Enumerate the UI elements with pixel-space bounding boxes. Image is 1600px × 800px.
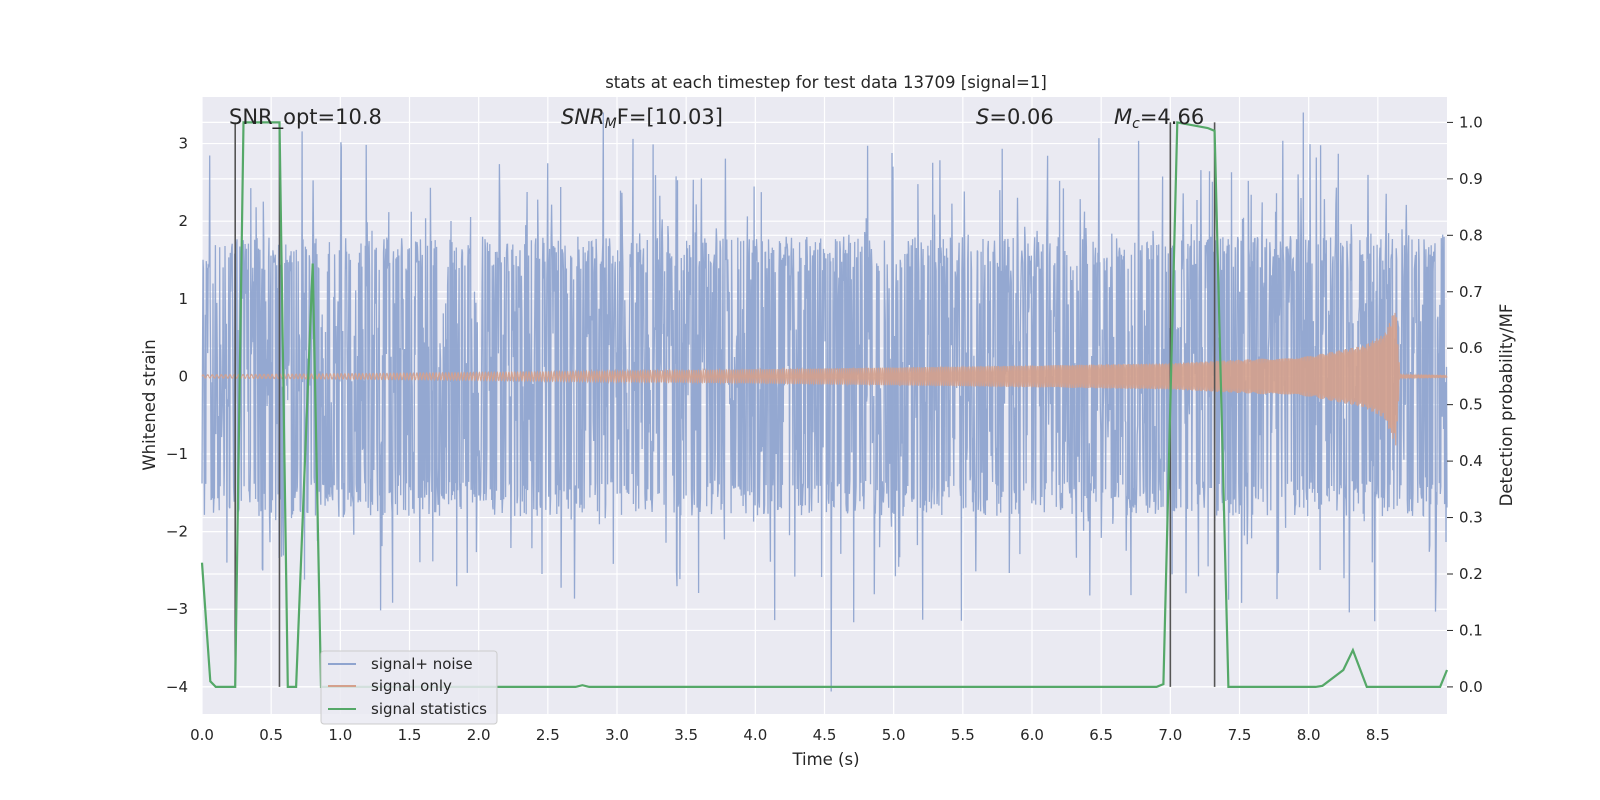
legend: signal+ noise signal only signal statist… bbox=[320, 650, 498, 725]
y-right-tick-label: 0.2 bbox=[1459, 565, 1483, 583]
y-right-tick-label: 1.0 bbox=[1459, 113, 1483, 131]
legend-label-signal-only: signal only bbox=[371, 677, 452, 695]
x-tick-label: 2.5 bbox=[536, 726, 560, 744]
annotation-mc-rest: =4.66 bbox=[1140, 105, 1204, 129]
series-signal-statistics bbox=[200, 121, 1449, 688]
y-left-axis-ticks: −4 −3 −2 −1 0 1 2 3 bbox=[166, 135, 188, 696]
x-tick-label: 8.5 bbox=[1366, 726, 1390, 744]
annotation-s: S=0.06 bbox=[976, 105, 1054, 129]
x-tick-label: 5.5 bbox=[951, 726, 975, 744]
y-left-tick-label: 2 bbox=[178, 212, 188, 230]
x-tick-label: 0.0 bbox=[190, 726, 214, 744]
x-tick-label: 7.0 bbox=[1158, 726, 1182, 744]
y-right-tick-label: 0.6 bbox=[1459, 339, 1483, 357]
y-right-tick-label: 0.5 bbox=[1459, 396, 1483, 414]
x-axis-label: Time (s) bbox=[791, 750, 859, 769]
y-left-axis-label: Whitened strain bbox=[140, 339, 159, 470]
chart-title: stats at each timestep for test data 137… bbox=[605, 73, 1047, 92]
y-right-axis-ticks: 0.0 0.1 0.2 0.3 0.4 0.5 0.6 0.7 0.8 0.9 1.0 bbox=[1447, 113, 1483, 696]
legend-label-signal-statistics: signal statistics bbox=[371, 700, 487, 718]
y-left-tick-label: −3 bbox=[166, 600, 188, 618]
annotation-snr-mf-main: SNR bbox=[561, 105, 605, 129]
y-left-tick-label: 3 bbox=[178, 135, 188, 153]
y-right-tick-label: 0.0 bbox=[1459, 678, 1483, 696]
series-signal-only bbox=[201, 312, 1448, 446]
x-tick-label: 1.0 bbox=[328, 726, 352, 744]
annotation-mc: Mc=4.66 bbox=[1114, 105, 1204, 132]
x-tick-label: 4.0 bbox=[743, 726, 767, 744]
x-tick-label: 6.0 bbox=[1020, 726, 1044, 744]
y-right-tick-label: 0.4 bbox=[1459, 452, 1483, 470]
annotation-snr-opt: SNR_opt=10.8 bbox=[229, 105, 382, 130]
y-left-tick-label: −1 bbox=[166, 445, 188, 463]
x-tick-label: 7.5 bbox=[1228, 726, 1252, 744]
signal-only-line bbox=[201, 312, 1448, 446]
y-left-tick-label: 0 bbox=[178, 367, 188, 385]
x-tick-label: 5.0 bbox=[882, 726, 906, 744]
annotation-mc-main: M bbox=[1114, 105, 1132, 129]
annotation-snr-mf: SNRMF=[10.03] bbox=[561, 105, 723, 132]
legend-label-signal-plus-noise: signal+ noise bbox=[371, 655, 473, 673]
x-tick-label: 3.0 bbox=[605, 726, 629, 744]
x-tick-label: 2.0 bbox=[467, 726, 491, 744]
y-right-tick-label: 0.8 bbox=[1459, 226, 1483, 244]
y-left-tick-label: −2 bbox=[166, 523, 188, 541]
legend-box bbox=[320, 650, 498, 725]
signal-statistics-line bbox=[200, 121, 1449, 688]
y-left-tick-label: −4 bbox=[166, 678, 188, 696]
x-tick-label: 1.5 bbox=[398, 726, 422, 744]
annotation-mc-sub: c bbox=[1132, 116, 1140, 132]
x-tick-label: 8.0 bbox=[1297, 726, 1321, 744]
annotation-snr-mf-sub: M bbox=[605, 116, 617, 132]
x-axis-ticks: 0.0 0.5 1.0 1.5 2.0 2.5 3.0 3.5 4.0 4.5 5.0 5.5 6.0 6… bbox=[190, 726, 1390, 744]
annotation-snr-mf-rest: F=[10.03] bbox=[617, 105, 723, 129]
x-tick-label: 4.5 bbox=[813, 726, 837, 744]
annotation-s-rest: =0.06 bbox=[989, 105, 1053, 129]
annotation-s-main: S bbox=[976, 105, 989, 129]
x-tick-label: 3.5 bbox=[674, 726, 698, 744]
y-right-axis-label: Detection probability/MF bbox=[1497, 304, 1516, 507]
y-left-tick-label: 1 bbox=[178, 290, 188, 308]
y-right-tick-label: 0.1 bbox=[1459, 621, 1483, 639]
y-right-tick-label: 0.3 bbox=[1459, 509, 1483, 527]
x-tick-label: 0.5 bbox=[259, 726, 283, 744]
y-right-tick-label: 0.7 bbox=[1459, 283, 1483, 301]
y-right-tick-label: 0.9 bbox=[1459, 170, 1483, 188]
x-tick-label: 6.5 bbox=[1089, 726, 1113, 744]
